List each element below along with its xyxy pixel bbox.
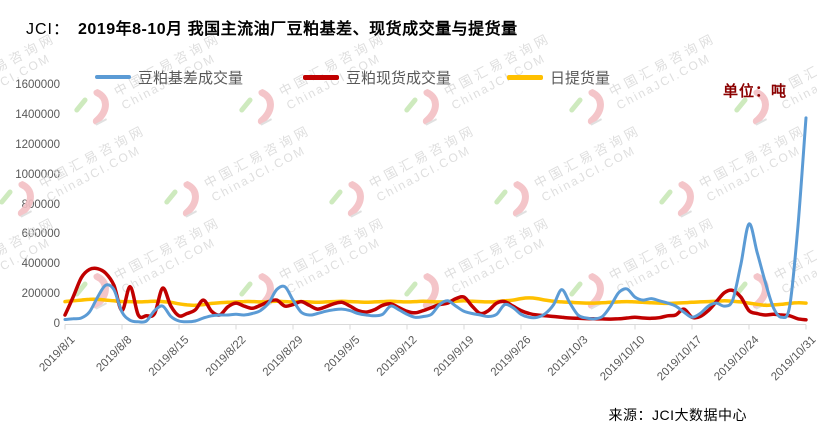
y-tick-label: 0 xyxy=(53,318,60,330)
basis-line-swatch xyxy=(95,75,131,79)
y-tick-label: 600000 xyxy=(21,228,60,241)
chart-title: JCI： 2019年8-10月 我国主流油厂豆粕基差、现货成交量与提货量 xyxy=(26,15,518,39)
basis-volume-line xyxy=(63,116,808,324)
spot-line-swatch xyxy=(303,74,339,80)
legend-item-pickup: 日提货量 xyxy=(507,66,610,88)
legend-item-spot: 豆粕现货成交量 xyxy=(303,66,451,88)
legend-label-spot: 豆粕现货成交量 xyxy=(346,69,452,87)
legend-label-basis: 豆粕基差成交量 xyxy=(138,69,244,87)
source-label: 来源：JCI大数据中心 xyxy=(608,407,747,423)
spot-volume-line xyxy=(63,266,808,322)
legend: 豆粕基差成交量 豆粕现货成交量 日提货量 xyxy=(0,66,817,88)
y-tick-label: 1600000 xyxy=(15,79,60,91)
pickup-line-swatch xyxy=(507,74,543,80)
y-tick-label: 1200000 xyxy=(15,138,60,151)
y-tick-label: 1000000 xyxy=(15,168,60,181)
y-tick-label: 1400000 xyxy=(15,108,60,121)
title-text: 2019年8-10月 我国主流油厂豆粕基差、现货成交量与提货量 xyxy=(78,21,518,38)
legend-item-basis: 豆粕基差成交量 xyxy=(95,66,243,88)
legend-label-pickup: 日提货量 xyxy=(550,69,611,87)
y-tick-label: 200000 xyxy=(21,288,60,301)
y-tick-label: 400000 xyxy=(21,258,60,271)
title-prefix: JCI： xyxy=(26,21,71,38)
unit-label: 单位：吨 xyxy=(722,83,787,100)
